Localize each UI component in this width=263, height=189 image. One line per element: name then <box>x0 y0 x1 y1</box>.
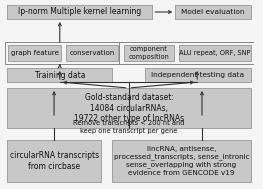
FancyBboxPatch shape <box>7 88 251 128</box>
Text: Remove transcripts < 200 nt and
keep one transcript per gene: Remove transcripts < 200 nt and keep one… <box>73 120 184 134</box>
Text: ALU repeat, ORF, SNP: ALU repeat, ORF, SNP <box>179 50 251 56</box>
Text: Model evaluation: Model evaluation <box>181 9 245 15</box>
FancyBboxPatch shape <box>7 140 101 182</box>
FancyBboxPatch shape <box>175 5 251 19</box>
FancyBboxPatch shape <box>7 5 152 19</box>
FancyBboxPatch shape <box>8 45 61 61</box>
FancyBboxPatch shape <box>145 68 251 82</box>
Text: conservation: conservation <box>69 50 114 56</box>
Text: lincRNA, antisense,
processed_transcripts, sense_intronic
sense_overlapping with: lincRNA, antisense, processed_transcript… <box>114 146 249 176</box>
FancyBboxPatch shape <box>112 140 251 182</box>
FancyBboxPatch shape <box>65 45 118 61</box>
FancyBboxPatch shape <box>179 45 251 61</box>
Text: lp-norm Multiple kernel learning: lp-norm Multiple kernel learning <box>18 8 141 16</box>
FancyBboxPatch shape <box>7 68 112 82</box>
Text: Gold-standard dataset:
14084 circularRNAs,
19722 other type of lncRNAs: Gold-standard dataset: 14084 circularRNA… <box>74 93 184 123</box>
Text: circularRNA transcripts
from circbase: circularRNA transcripts from circbase <box>9 151 99 171</box>
FancyBboxPatch shape <box>124 45 174 61</box>
Text: component
composition: component composition <box>129 46 169 60</box>
Text: graph feature: graph feature <box>11 50 58 56</box>
Text: Independent testing data: Independent testing data <box>151 72 244 78</box>
Text: Training data: Training data <box>34 70 85 80</box>
